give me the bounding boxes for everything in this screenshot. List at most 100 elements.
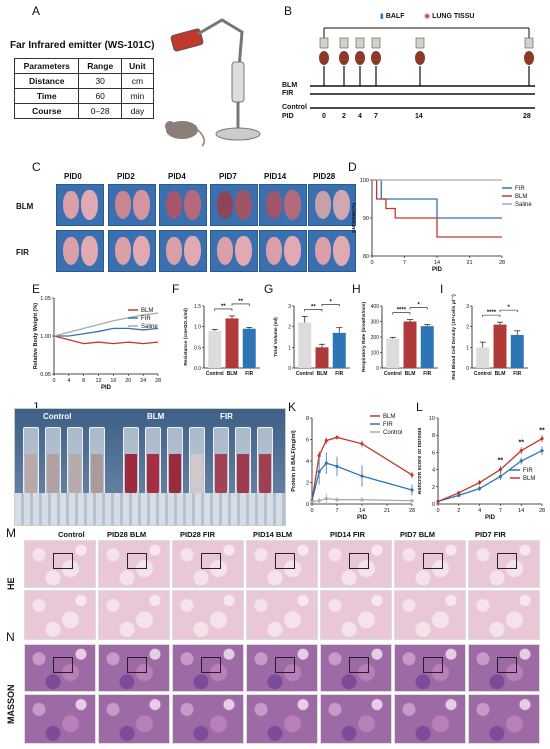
x-tick-label: 0 xyxy=(52,378,55,384)
y-tick-label: 1 xyxy=(466,345,469,351)
x-axis-label: PID xyxy=(485,515,496,521)
balf-tube xyxy=(213,427,229,499)
y-axis-label: Red Blood Cell Density (10⁴cells μl⁻¹) xyxy=(451,294,457,380)
bar-fir xyxy=(332,332,346,368)
x-tick-label: 14 xyxy=(359,508,365,514)
table-cell: cm xyxy=(120,73,155,89)
zoom-box xyxy=(53,553,73,569)
masson-zoom-image xyxy=(172,694,244,744)
y-tick-label: 2 xyxy=(306,481,309,487)
he-overview-image xyxy=(98,540,170,588)
y-tick-label: 0.0 xyxy=(194,366,201,372)
category-label: BLM xyxy=(495,371,506,377)
balf-tube xyxy=(89,427,105,499)
balf-tube xyxy=(189,427,205,499)
y-tick-label: 100 xyxy=(371,351,380,357)
significance-bracket xyxy=(482,314,501,318)
masson-zoom-image xyxy=(320,694,392,744)
legend-entry: BLM xyxy=(141,308,153,314)
x-tick-label: 0 xyxy=(436,508,439,514)
x-tick-label: 4 xyxy=(67,378,70,384)
rbc-density-chart: 0 1 2 3 Red Blood Cell Density (10⁴cells μl⁻… xyxy=(451,294,528,380)
y-tick-label: 1.0 xyxy=(194,325,201,331)
significance-bracket xyxy=(392,312,411,315)
col-pid7: PID7 xyxy=(219,172,237,181)
tube-label-control: Control xyxy=(43,412,72,421)
masson-overview-image xyxy=(98,644,170,692)
category-label: FIR xyxy=(335,371,343,377)
legend-entry: Saline xyxy=(141,324,158,330)
y-tick-label: 0 xyxy=(306,502,309,508)
significance-mark: ** xyxy=(518,440,524,447)
data-point xyxy=(360,474,364,478)
parameters-table: Parameters Range Unit Distance 30 cm Tim… xyxy=(13,58,155,119)
body-weight-chart: 0.95 1.00 1.05 0 4 8 12 16 20 24 28 PID Relative Bod… xyxy=(33,296,161,391)
panel-label-d: D xyxy=(348,160,357,174)
panel-label-a: A xyxy=(32,4,41,18)
y-tick-label: 4 xyxy=(432,468,435,474)
tube-liquid xyxy=(25,454,37,496)
masson-overview-image xyxy=(172,644,244,692)
significance-mark: ** xyxy=(221,304,226,310)
masson-zoom-image xyxy=(468,694,540,744)
data-point xyxy=(498,468,502,472)
col-pid14-blm: PID14 BLM xyxy=(253,530,293,539)
zoom-box xyxy=(201,657,221,673)
data-point xyxy=(410,499,414,503)
y-tick-label: 100 xyxy=(360,178,369,184)
data-point xyxy=(324,497,328,501)
balf-tube xyxy=(167,427,183,499)
legend-entry: BLM xyxy=(383,414,395,420)
table-cell: 30 xyxy=(78,73,122,89)
timeline-row-control: Control xyxy=(282,104,307,111)
he-zoom-image xyxy=(320,590,392,640)
y-tick-label: 300 xyxy=(371,320,380,326)
panel-label-l: L xyxy=(416,400,423,414)
lung-icon: ◉ xyxy=(424,13,431,20)
col-control: Control xyxy=(58,530,85,539)
table-cell: Course xyxy=(13,103,80,119)
x-tick-label: 0 xyxy=(310,508,313,514)
bar-control xyxy=(386,338,400,368)
y-tick-label: 1 xyxy=(288,345,291,351)
y-tick-label: 200 xyxy=(371,335,380,341)
category-label: FIR xyxy=(423,371,431,377)
x-tick-label: 14 xyxy=(518,508,524,514)
bar-blm xyxy=(225,318,239,368)
significance-bracket xyxy=(304,309,323,312)
x-tick-label: 4 xyxy=(478,508,481,514)
zoom-box xyxy=(423,553,443,569)
significance-mark: ** xyxy=(539,428,545,435)
x-tick-label: 7 xyxy=(335,508,338,514)
he-overview-image xyxy=(320,540,392,588)
row-label-masson: MASSON xyxy=(6,684,16,724)
data-point xyxy=(478,486,482,491)
legend-entry: FIR xyxy=(523,468,533,474)
y-axis-label: Survival(%) xyxy=(352,203,357,233)
y-tick-label: 1.05 xyxy=(40,296,51,302)
col-pid14: PID14 xyxy=(264,172,287,181)
table-header: Parameters xyxy=(13,58,80,74)
timeline-pid-0: 0 xyxy=(322,113,326,120)
masson-overview-image xyxy=(24,644,96,692)
balf-tube xyxy=(257,427,273,499)
zoom-box xyxy=(201,553,221,569)
tube-liquid xyxy=(91,454,103,496)
masson-zoom-image xyxy=(24,694,96,744)
lung-photo xyxy=(56,230,104,272)
lung-photo xyxy=(108,184,156,226)
x-tick-label: 12 xyxy=(96,378,102,384)
row-fir: FIR xyxy=(16,248,29,257)
tube-liquid xyxy=(237,454,249,496)
zoom-box xyxy=(497,657,517,673)
series-line-saline xyxy=(53,312,159,337)
data-point xyxy=(335,435,339,439)
lung-photo xyxy=(308,230,356,272)
panel-label-j: J xyxy=(32,400,38,414)
tube-liquid xyxy=(147,454,159,496)
panel-label-i: I xyxy=(440,282,444,296)
significance-mark: * xyxy=(507,305,510,311)
timeline-pid-label: PID xyxy=(282,113,294,120)
legend-entry: Saline xyxy=(515,202,532,208)
data-point xyxy=(335,464,339,468)
